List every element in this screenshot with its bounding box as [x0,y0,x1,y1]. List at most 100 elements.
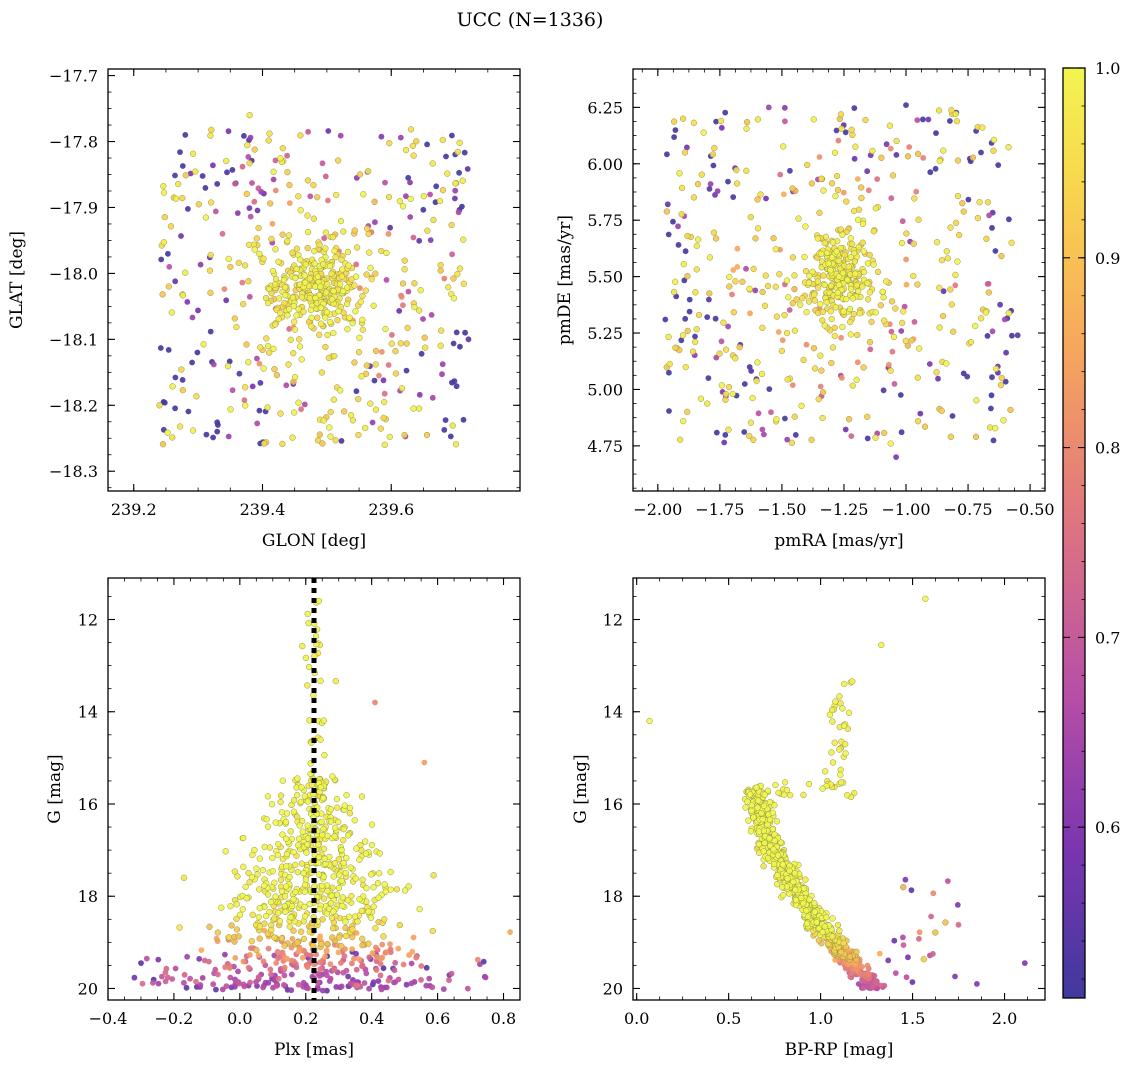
scatter-point [161,213,168,221]
scatter-point [314,273,322,280]
scatter-point [274,851,281,859]
scatter-point [399,280,407,287]
scatter-point [410,934,417,941]
scatter-point [781,791,788,798]
scatter-point [150,979,156,986]
scatter-point [847,235,854,242]
scatter-point [681,277,688,284]
scatter-point [915,150,922,158]
scatter-point [324,887,331,895]
scatter-point [864,168,871,175]
scatter-point [265,945,272,952]
scatter-point [757,191,764,198]
scatter-point [282,883,290,890]
scatter-point [181,971,188,978]
scatter-point [771,802,778,809]
scatter-point [336,934,343,941]
scatter-point [210,981,217,988]
scatter-point [859,220,867,227]
scatter-point [766,386,773,392]
scatter-point [298,928,305,935]
scatter-point [898,239,906,247]
scatter-point [1014,332,1021,339]
scatter-point [338,273,346,280]
y-tick-label: −17.8 [49,133,98,152]
scatter-point [420,193,427,200]
scatter-point [321,855,328,862]
scatter-point [272,187,279,194]
scatter-point [988,392,995,399]
scatter-point [779,337,786,344]
scatter-point [213,986,219,993]
scatter-point [366,954,373,961]
scatter-point [226,358,233,365]
scatter-point [679,332,687,339]
scatter-point [139,980,146,987]
scatter-point [282,908,289,915]
scatter-point [935,375,941,382]
scatter-point [837,244,844,252]
scatter-point [725,178,731,185]
scatter-point [372,406,380,413]
scatter-point [396,198,404,205]
scatter-point [334,804,341,811]
scatter-point [314,194,321,201]
scatter-point [256,855,263,862]
scatter-point [177,149,183,156]
scatter-point [251,146,258,153]
scatter-point [818,175,825,182]
scatter-point [222,848,229,855]
scatter-point [327,975,334,982]
scatter-point [722,396,729,403]
scatter-point [327,900,335,907]
scatter-point [846,953,854,960]
scatter-point [359,962,366,969]
scatter-point [189,150,197,157]
scatter-point [302,261,309,268]
scatter-point [805,298,813,305]
scatter-point [332,254,339,261]
scatter-point [815,396,822,403]
scatter-point [289,249,296,256]
scatter-point [289,434,296,441]
scatter-point [815,937,823,944]
scatter-point [272,893,279,900]
scatter-point [388,340,395,347]
scatter-point [392,370,400,377]
scatter-point [293,312,300,319]
scatter-point [709,151,717,158]
scatter-point [410,405,417,412]
x-tick-label: 1.5 [900,1009,925,1028]
scatter-point [464,985,471,992]
scatter-point [429,984,436,991]
colorbar-tick-label: 0.7 [1095,628,1120,647]
scatter-point [241,983,248,990]
scatter-point [990,136,998,144]
scatter-point [903,256,909,263]
scatter-point [686,296,693,303]
scatter-point [678,337,685,344]
scatter-point [820,187,827,194]
scatter-point [809,268,816,275]
scatter-point [855,243,862,251]
scatter-point [222,951,228,958]
x-tick-label: −0.4 [89,1009,128,1028]
scatter-point [357,285,363,291]
scatter-point [359,326,366,333]
scatter-point [862,116,869,124]
scatter-point [212,966,219,973]
scatter-point [403,367,410,374]
scatter-point [718,124,725,131]
scatter-point [684,144,690,151]
scatter-point [482,974,489,981]
y-tick-label: 20 [603,979,623,998]
scatter-point [410,152,417,159]
scatter-point [298,784,305,791]
scatter-point [453,383,460,390]
scatter-point [461,149,468,156]
scatter-point [169,434,176,441]
scatter-point [290,848,297,856]
scatter-point [343,854,350,862]
scatter-point [730,267,737,273]
scatter-point [276,918,284,925]
